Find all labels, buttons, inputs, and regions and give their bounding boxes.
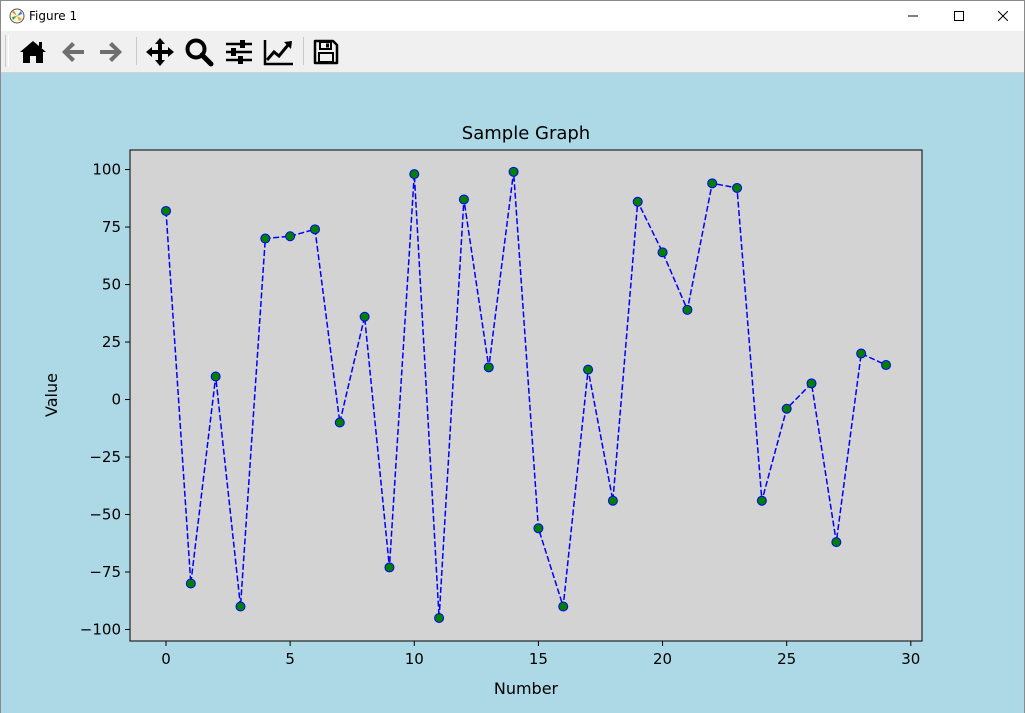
x-tick-label: 15 [529, 650, 548, 668]
save-icon [313, 39, 339, 65]
line-chart: 0 5 10 15 20 25 30 −100 −75 −50 −25 0 25 50 75 100 Samp… [42, 123, 923, 698]
minimize-button[interactable] [890, 1, 936, 31]
data-point [781, 403, 792, 414]
y-tick-label: 75 [102, 218, 121, 236]
y-tick-label: −25 [89, 448, 121, 466]
zoom-button[interactable] [182, 35, 216, 69]
data-point [657, 247, 668, 258]
data-point [384, 562, 395, 573]
data-point [707, 178, 718, 189]
title-bar[interactable]: Figure 1 [1, 1, 1024, 31]
forward-arrow-icon [100, 42, 122, 62]
y-tick-label: −100 [80, 621, 121, 639]
pan-icon [146, 38, 174, 66]
matplotlib-app-icon [9, 8, 25, 24]
x-tick-label: 10 [405, 650, 424, 668]
x-tick-label: 20 [653, 650, 672, 668]
y-tick-label: −50 [89, 506, 121, 524]
data-point [260, 233, 271, 244]
data-point [185, 578, 196, 589]
save-button[interactable] [309, 35, 343, 69]
data-point [334, 417, 345, 428]
data-point [359, 311, 370, 322]
figure-canvas[interactable]: 0 5 10 15 20 25 30 −100 −75 −50 −25 0 25 50 75 100 Samp… [1, 73, 1024, 713]
data-point [756, 495, 767, 506]
data-point [558, 601, 569, 612]
y-tick-label: 0 [111, 391, 121, 409]
toolbar-grip [5, 35, 9, 67]
data-point [434, 613, 445, 624]
y-tick-label: 50 [102, 276, 121, 294]
data-point [607, 495, 618, 506]
plot-area [129, 149, 923, 642]
axis-ticks: 0 5 10 15 20 25 30 −100 −75 −50 −25 0 25 50 75 100 [80, 161, 921, 668]
forward-button[interactable] [94, 35, 128, 69]
data-point [210, 371, 221, 382]
toolbar-separator [136, 37, 137, 65]
data-point [806, 378, 817, 389]
data-point [235, 601, 246, 612]
back-button[interactable] [56, 35, 90, 69]
zoom-icon [185, 38, 214, 67]
data-point [161, 205, 171, 216]
data-point [583, 364, 594, 375]
data-point [732, 182, 743, 193]
x-tick-label: 5 [285, 650, 295, 668]
subplots-button[interactable] [222, 35, 256, 69]
data-point [508, 166, 519, 177]
back-arrow-icon [62, 42, 84, 62]
window-title: Figure 1 [29, 9, 78, 23]
subplots-icon [226, 40, 252, 64]
customize-button[interactable] [262, 35, 296, 69]
home-icon [20, 41, 46, 63]
data-point [285, 231, 296, 242]
x-tick-label: 0 [161, 650, 171, 668]
data-point [682, 304, 693, 315]
navigation-toolbar [1, 31, 1024, 73]
y-tick-label: 100 [92, 161, 121, 179]
x-axis-label: Number [494, 679, 559, 698]
data-markers [161, 166, 891, 624]
toolbar-separator [303, 37, 304, 65]
data-point [409, 169, 420, 180]
data-point [309, 224, 320, 235]
data-point [881, 360, 891, 371]
customize-icon [263, 40, 293, 66]
x-tick-label: 30 [901, 650, 920, 668]
y-tick-label: −75 [89, 563, 121, 581]
chart-title: Sample Graph [462, 123, 590, 144]
y-tick-label: 25 [102, 333, 121, 351]
data-point [856, 348, 867, 359]
minimize-icon [908, 15, 918, 17]
data-point [632, 196, 643, 207]
data-point [533, 523, 544, 534]
data-point [458, 194, 469, 205]
data-point [831, 537, 842, 548]
pan-button[interactable] [143, 35, 177, 69]
x-tick-label: 25 [777, 650, 796, 668]
home-button[interactable] [16, 35, 50, 69]
y-axis-label: Value [42, 373, 61, 417]
maximize-icon [954, 11, 964, 21]
maximize-button[interactable] [936, 1, 982, 31]
close-icon [998, 11, 1008, 21]
data-point [483, 362, 494, 373]
close-button[interactable] [980, 1, 1025, 31]
